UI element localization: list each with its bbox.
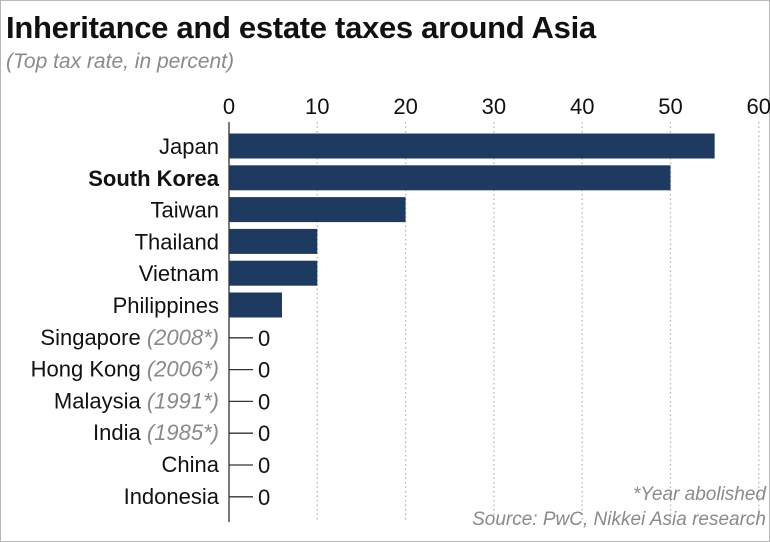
x-tick-label: 20 <box>393 94 417 119</box>
data-label: 0 <box>258 326 270 351</box>
category-label: Thailand <box>135 229 219 254</box>
category-label: Japan <box>159 134 219 159</box>
bar <box>229 165 671 191</box>
category-label: Malaysia (1991*) <box>54 388 219 413</box>
category-label: Singapore (2008*) <box>40 325 219 350</box>
data-label: 0 <box>258 358 270 383</box>
data-label: 0 <box>258 453 270 478</box>
footnote: *Year abolished <box>632 484 766 505</box>
category-label: China <box>162 452 220 477</box>
source-note: Source: PwC, Nikkei Asia research <box>472 509 766 530</box>
data-label: 0 <box>258 485 270 510</box>
category-label: Vietnam <box>139 261 219 286</box>
category-label: Philippines <box>113 293 219 318</box>
x-tick-label: 0 <box>223 94 235 119</box>
data-label: 0 <box>258 421 270 446</box>
category-label: Indonesia <box>124 484 220 509</box>
bar <box>229 228 318 254</box>
bar <box>229 197 406 223</box>
bar <box>229 292 282 318</box>
category-label: Taiwan <box>151 198 219 223</box>
data-label: 0 <box>258 389 270 414</box>
bar <box>229 133 715 159</box>
chart-subtitle: (Top tax rate, in percent) <box>6 50 235 73</box>
category-label: Hong Kong (2006*) <box>31 357 219 382</box>
category-label: South Korea <box>88 166 220 191</box>
x-tick-label: 50 <box>658 94 682 119</box>
x-tick-label: 60 <box>747 94 770 119</box>
chart-title: Inheritance and estate taxes around Asia <box>6 10 596 45</box>
x-tick-label: 10 <box>305 94 329 119</box>
category-label: India (1985*) <box>93 420 219 445</box>
x-tick-label: 30 <box>482 94 506 119</box>
x-tick-label: 40 <box>570 94 594 119</box>
bar <box>229 260 318 286</box>
